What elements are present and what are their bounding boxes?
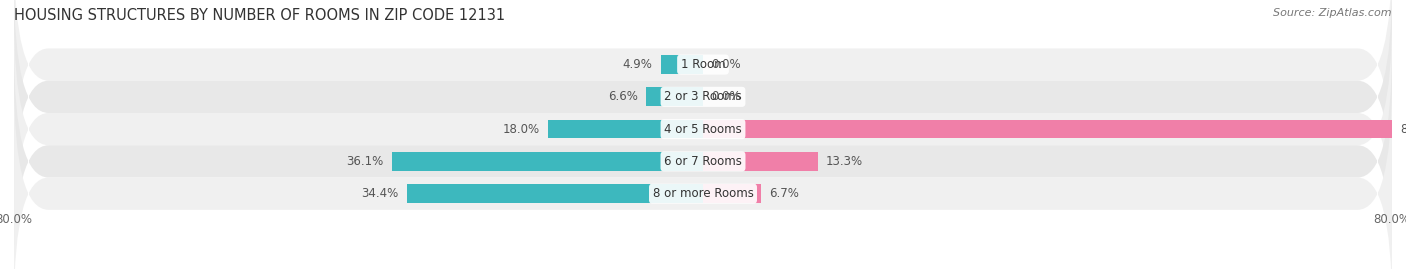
Bar xyxy=(548,120,703,139)
Text: 0.0%: 0.0% xyxy=(711,90,741,103)
FancyBboxPatch shape xyxy=(14,0,1392,210)
Text: 4 or 5 Rooms: 4 or 5 Rooms xyxy=(664,123,742,136)
Text: 80.0%: 80.0% xyxy=(1400,123,1406,136)
FancyBboxPatch shape xyxy=(14,0,1392,178)
FancyBboxPatch shape xyxy=(14,81,1392,269)
Text: 1 Room: 1 Room xyxy=(681,58,725,71)
Text: Source: ZipAtlas.com: Source: ZipAtlas.com xyxy=(1274,8,1392,18)
Text: 2 or 3 Rooms: 2 or 3 Rooms xyxy=(664,90,742,103)
Bar xyxy=(661,55,703,74)
Text: 18.0%: 18.0% xyxy=(502,123,540,136)
Bar xyxy=(406,184,703,203)
Text: 8 or more Rooms: 8 or more Rooms xyxy=(652,187,754,200)
Text: 13.3%: 13.3% xyxy=(827,155,863,168)
Text: HOUSING STRUCTURES BY NUMBER OF ROOMS IN ZIP CODE 12131: HOUSING STRUCTURES BY NUMBER OF ROOMS IN… xyxy=(14,8,505,23)
Text: 4.9%: 4.9% xyxy=(623,58,652,71)
Text: 34.4%: 34.4% xyxy=(361,187,398,200)
Text: 6 or 7 Rooms: 6 or 7 Rooms xyxy=(664,155,742,168)
FancyBboxPatch shape xyxy=(14,16,1392,242)
Text: 36.1%: 36.1% xyxy=(346,155,384,168)
Text: 6.6%: 6.6% xyxy=(607,90,637,103)
Bar xyxy=(392,152,703,171)
Bar xyxy=(703,120,1392,139)
Text: 6.7%: 6.7% xyxy=(769,187,799,200)
Bar xyxy=(703,184,761,203)
FancyBboxPatch shape xyxy=(14,48,1392,269)
Bar xyxy=(703,152,817,171)
Text: 0.0%: 0.0% xyxy=(711,58,741,71)
Bar xyxy=(647,87,703,106)
